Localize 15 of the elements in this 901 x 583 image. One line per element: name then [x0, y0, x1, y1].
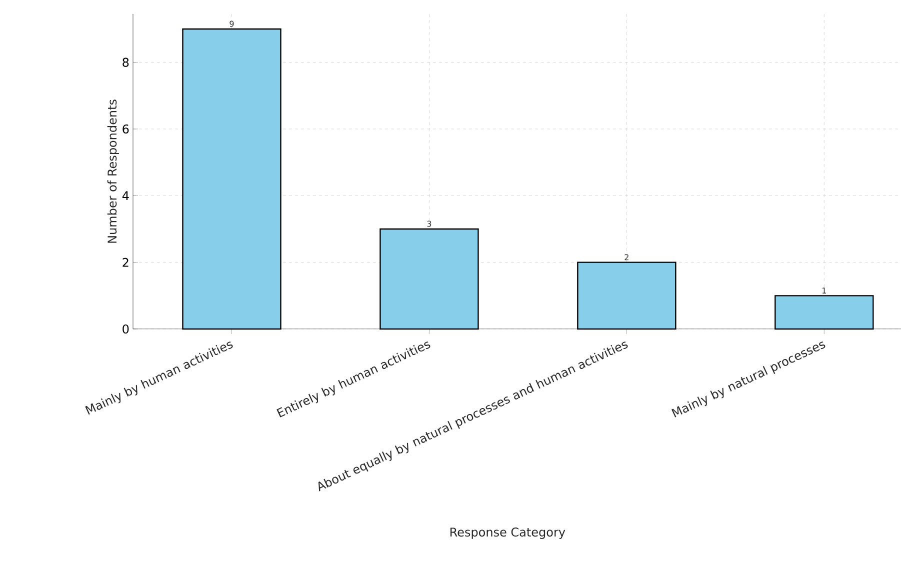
y-axis-title: Number of Respondents [107, 100, 119, 243]
bar [774, 295, 874, 330]
bar [182, 28, 282, 330]
data-label: 1 [822, 288, 826, 294]
bar [577, 262, 676, 330]
y-tick-label: 8 [122, 58, 129, 67]
data-label: 9 [230, 20, 234, 27]
data-label: 2 [624, 254, 628, 260]
y-tick-label: 2 [122, 258, 128, 267]
x-axis-title: Response Category [450, 528, 566, 539]
data-label: 3 [427, 220, 432, 227]
y-tick-label: 6 [122, 124, 129, 134]
y-tick-label: 0 [122, 324, 129, 334]
bar [380, 228, 479, 330]
y-tick-label: 4 [122, 191, 129, 200]
